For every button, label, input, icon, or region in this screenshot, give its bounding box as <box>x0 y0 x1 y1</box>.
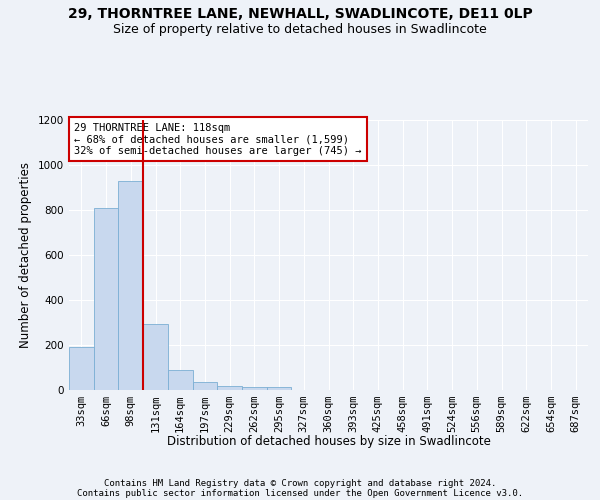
Bar <box>168 370 193 390</box>
Bar <box>267 388 292 390</box>
Y-axis label: Number of detached properties: Number of detached properties <box>19 162 32 348</box>
Text: Contains public sector information licensed under the Open Government Licence v3: Contains public sector information licen… <box>77 488 523 498</box>
Bar <box>193 382 217 390</box>
Bar <box>94 208 118 390</box>
Text: 29 THORNTREE LANE: 118sqm
← 68% of detached houses are smaller (1,599)
32% of se: 29 THORNTREE LANE: 118sqm ← 68% of detac… <box>74 122 362 156</box>
Text: 29, THORNTREE LANE, NEWHALL, SWADLINCOTE, DE11 0LP: 29, THORNTREE LANE, NEWHALL, SWADLINCOTE… <box>68 8 532 22</box>
Text: Size of property relative to detached houses in Swadlincote: Size of property relative to detached ho… <box>113 22 487 36</box>
Bar <box>69 346 94 390</box>
Bar <box>143 324 168 390</box>
Text: Contains HM Land Registry data © Crown copyright and database right 2024.: Contains HM Land Registry data © Crown c… <box>104 478 496 488</box>
Bar <box>118 180 143 390</box>
X-axis label: Distribution of detached houses by size in Swadlincote: Distribution of detached houses by size … <box>167 435 490 448</box>
Bar <box>242 386 267 390</box>
Bar <box>217 386 242 390</box>
